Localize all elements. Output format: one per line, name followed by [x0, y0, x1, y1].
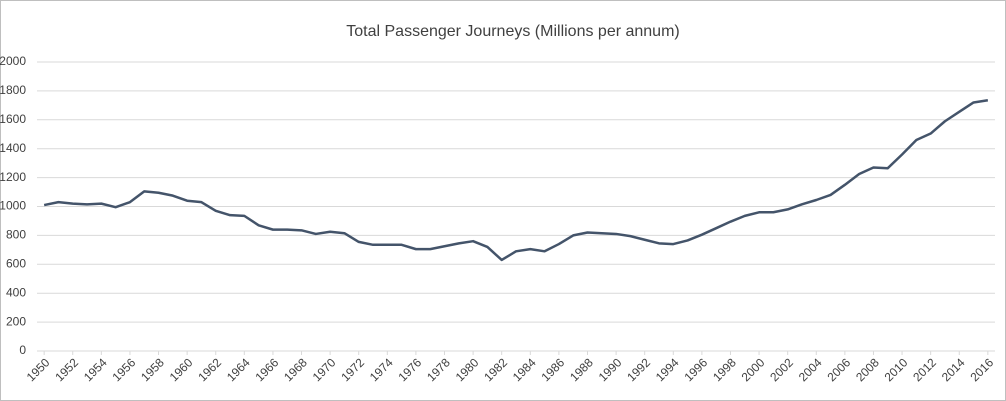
data-line [43, 99, 989, 262]
chart-title: Total Passenger Journeys (Millions per a… [346, 23, 679, 40]
y-tick-label: 1000 [0, 199, 26, 213]
y-tick-label: 1800 [0, 83, 26, 97]
y-tick-label: 1200 [0, 170, 26, 184]
y-tick-label: 2000 [0, 54, 26, 68]
y-tick-label: 200 [6, 314, 26, 328]
y-tick-label: 800 [6, 228, 26, 242]
y-tick-label: 600 [6, 256, 26, 270]
y-tick-label: 0 [19, 343, 26, 357]
y-tick-label: 1400 [0, 141, 26, 155]
y-tick-label: 400 [6, 285, 26, 299]
y-tick-label: 1600 [0, 112, 26, 126]
